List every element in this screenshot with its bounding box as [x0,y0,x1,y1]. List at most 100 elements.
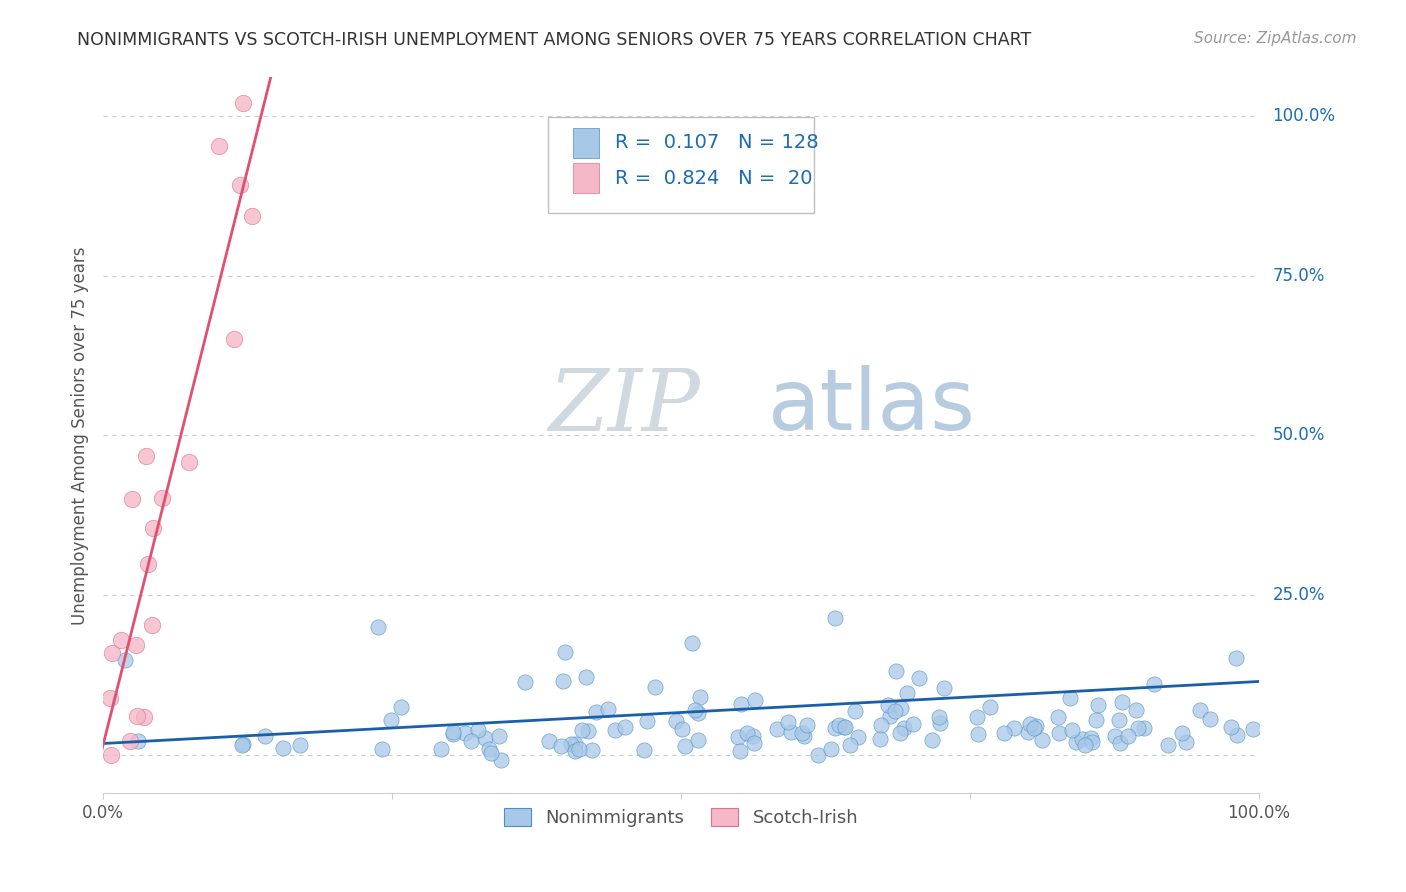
Point [467,723,489,737]
Point [824,611,846,625]
Point [585,705,607,719]
Point [807,748,830,763]
Point [1116,729,1139,743]
Point [1024,721,1046,735]
Point [571,723,593,737]
Point [1080,731,1102,745]
Point [890,701,912,715]
Point [564,744,586,758]
Point [253,729,276,743]
Point [1017,725,1039,739]
Point [232,737,254,751]
Point [966,727,988,741]
Point [1064,734,1087,748]
Point [460,734,482,748]
Point [1104,729,1126,743]
Point [367,620,389,634]
FancyBboxPatch shape [574,163,599,194]
Point [564,737,586,751]
Point [1111,695,1133,709]
Point [901,716,924,731]
Point [869,731,891,746]
Point [100,747,122,762]
Point [824,721,846,735]
Point [1018,717,1040,731]
Point [581,743,603,757]
Point [121,492,143,507]
Point [779,725,801,739]
Point [633,743,655,757]
Point [686,706,709,721]
Point [177,455,200,469]
Point [231,739,253,753]
Point [737,726,759,740]
Text: R =  0.824   N =  20: R = 0.824 N = 20 [614,169,813,188]
Point [844,704,866,718]
Point [550,739,572,753]
Point [127,734,149,748]
Point [488,729,510,743]
FancyBboxPatch shape [574,128,599,158]
Point [893,721,915,735]
Point [966,710,988,724]
Point [921,732,943,747]
Point [441,724,464,739]
Point [896,686,918,700]
Point [683,703,706,717]
Point [1109,736,1132,750]
Point [136,557,159,571]
Point [101,647,124,661]
Point [537,733,560,747]
Point [240,209,263,223]
Point [232,95,254,110]
Point [132,710,155,724]
Point [1241,722,1264,736]
Point [124,639,146,653]
Point [673,739,696,753]
Point [1226,728,1249,742]
Point [613,720,636,734]
Point [1031,733,1053,747]
Point [886,664,908,678]
Legend: Nonimmigrants, Scotch-Irish: Nonimmigrants, Scotch-Irish [496,801,866,834]
Point [479,746,502,760]
Text: atlas: atlas [768,365,976,449]
Point [474,731,496,745]
Point [120,734,142,748]
Point [665,714,688,728]
Point [932,681,955,696]
Text: NONIMMIGRANTS VS SCOTCH-IRISH UNEMPLOYMENT AMONG SENIORS OVER 75 YEARS CORRELATI: NONIMMIGRANTS VS SCOTCH-IRISH UNEMPLOYME… [77,31,1032,49]
Point [793,729,815,743]
Point [744,693,766,707]
Point [832,720,855,734]
Point [681,636,703,650]
Point [222,333,245,347]
Point [828,718,851,732]
Point [742,730,765,744]
Point [389,699,412,714]
Point [142,520,165,534]
Point [1128,722,1150,736]
Point [603,723,626,737]
Point [820,741,842,756]
Point [114,653,136,667]
Point [271,740,294,755]
Point [834,720,856,734]
Point [870,717,893,731]
Point [110,633,132,648]
Point [1133,721,1156,735]
Point [150,491,173,506]
Point [513,675,536,690]
Point [839,739,862,753]
Point [742,736,765,750]
Point [1220,720,1243,734]
Point [98,691,121,706]
Point [575,669,598,683]
Point [1125,703,1147,717]
Point [1081,735,1104,749]
Point [1087,698,1109,712]
Point [430,742,453,756]
Point [208,138,231,153]
Text: R =  0.107   N = 128: R = 0.107 N = 128 [614,133,818,153]
Text: 50.0%: 50.0% [1272,426,1324,444]
